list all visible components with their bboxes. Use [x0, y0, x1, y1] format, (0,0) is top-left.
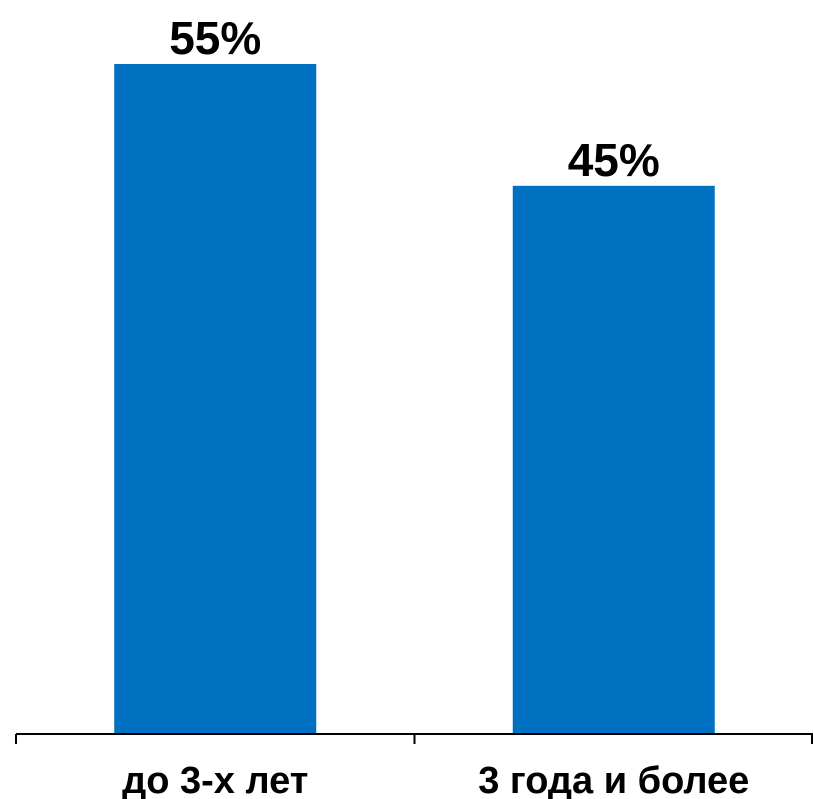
- bars-layer: [114, 64, 715, 734]
- x-tick-label-1: 3 года и более: [478, 760, 749, 799]
- data-label-1: 45%: [568, 134, 660, 186]
- bar-0: [114, 64, 317, 734]
- x-tick-label-0: до 3-х лет: [122, 760, 308, 799]
- data-labels-layer: 55% 45%: [169, 12, 660, 186]
- x-tick-labels: до 3-х лет 3 года и более: [122, 760, 749, 799]
- x-axis: [15, 733, 813, 744]
- bar-1: [512, 185, 715, 734]
- data-label-0: 55%: [169, 12, 261, 64]
